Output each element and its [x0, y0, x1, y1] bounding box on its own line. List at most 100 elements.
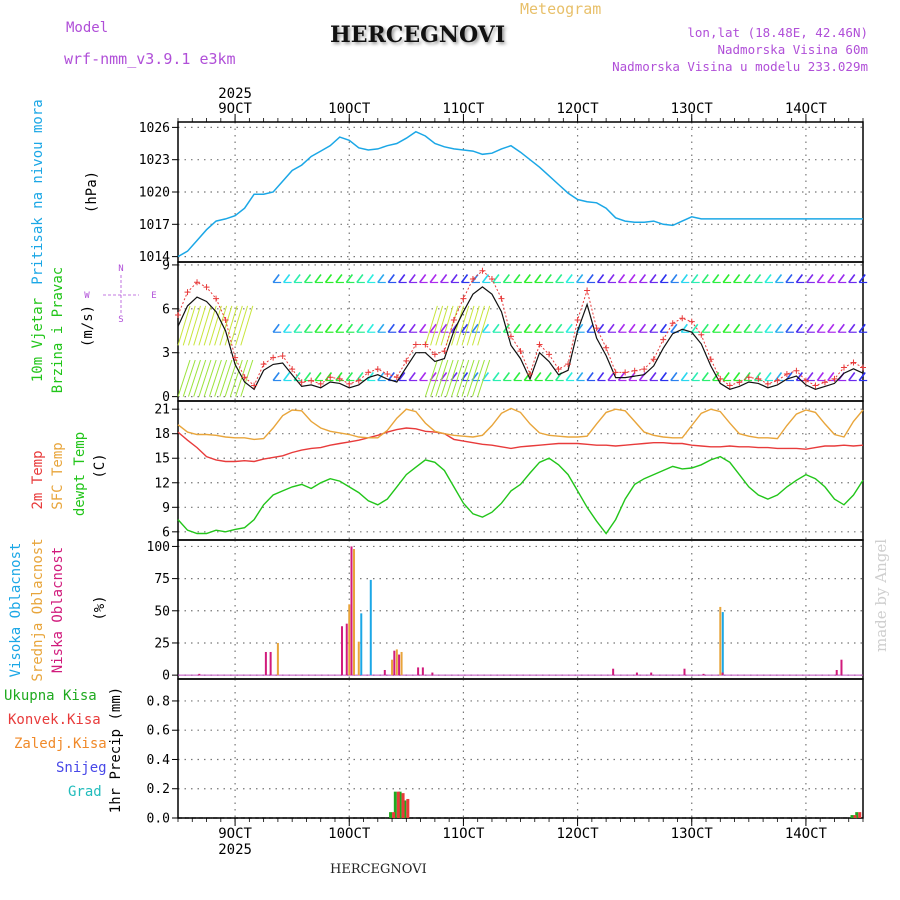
wind-gust-marker: [450, 316, 457, 323]
wind-gust-marker: [793, 367, 800, 374]
cloud-low-bar: [635, 672, 638, 676]
wind-barb-band-mid: [481, 323, 490, 333]
wind-barb-band-bottom: [408, 372, 416, 381]
wind-gust-marker: [175, 312, 181, 319]
cloud-low-bar: [264, 651, 267, 676]
panel-frame: [177, 678, 864, 819]
wind-gust-marker: [393, 374, 400, 381]
cloud-mid-bar: [353, 549, 356, 676]
x-tick-label-bottom: 10OCT: [328, 826, 371, 842]
wind-barb-band-bottom: [680, 372, 688, 381]
x-tick-label-bottom: 11OCT: [442, 826, 485, 842]
y-tick-label: 21: [154, 403, 170, 418]
wind-hatch: [477, 305, 491, 346]
y-tick-label: 6: [162, 525, 170, 540]
wind-barb-band-mid: [314, 323, 322, 333]
wind-barb-band-bottom: [617, 372, 626, 381]
wind-gust-marker: [527, 371, 534, 378]
wind-barb-band-top: [743, 274, 751, 283]
wind-barb-band-mid: [638, 323, 647, 333]
wind-barb-band-mid: [743, 323, 751, 333]
wind-barb-band-bottom: [858, 372, 866, 381]
wind-unit: (m/s): [80, 305, 96, 347]
y-tick-label: 100: [147, 540, 170, 555]
wind-hatch: [435, 359, 449, 397]
wind-barb-band-bottom: [816, 372, 824, 381]
wind-hatch: [456, 359, 470, 397]
wind-hatch: [198, 305, 212, 346]
pressure-title: Pritisak na nivou mora: [30, 99, 46, 284]
wind-gust-marker: [498, 295, 505, 302]
footer-title: HERCEGNOVI: [330, 862, 427, 877]
wind-gust-marker: [479, 267, 486, 274]
precip-conv-bar: [401, 793, 405, 818]
wind-barb-band-top: [398, 274, 406, 283]
wind-gust-marker: [298, 379, 305, 386]
wind-hatch: [224, 359, 238, 397]
y-tick-label: 0: [162, 390, 170, 405]
wind-barb-band-mid: [471, 323, 479, 333]
wind-barb-band-bottom: [282, 372, 291, 381]
cloud-low-bar: [421, 667, 424, 676]
wind-barb-band-bottom: [544, 372, 552, 381]
wind-hatch: [235, 305, 249, 346]
wind-barb-band-mid: [837, 323, 845, 333]
y-tick-label: 25: [154, 636, 170, 651]
dewpt-line: [177, 455, 864, 535]
wind-gust-marker: [384, 371, 391, 378]
cloud-low-bar: [612, 668, 615, 676]
wind-barb-band-top: [649, 274, 657, 283]
wind-gust-marker: [213, 295, 220, 302]
wind-barb-band-mid: [764, 323, 772, 333]
wind-speed-line: [177, 286, 864, 391]
precip-total-bar: [398, 791, 402, 818]
wind-hatch: [224, 305, 238, 346]
wind-gust-marker: [707, 356, 714, 363]
wind-gust-line: [177, 270, 864, 387]
panel-2: 6 9 12 15 18 21: [154, 400, 864, 541]
wind-barb-band-top: [638, 274, 647, 283]
wind-gust-marker: [536, 341, 543, 348]
wind-barb-band-bottom: [827, 372, 835, 381]
wind-barb-band-top: [282, 274, 291, 283]
temp-unit: (C): [92, 453, 108, 478]
y-tick-label: 50: [154, 604, 170, 619]
y-tick-label: 0.6: [147, 724, 170, 739]
y-tick-label: 12: [154, 476, 170, 491]
x-tick-label-top: 9OCT: [218, 101, 252, 117]
wind-barb-band-bottom: [659, 372, 667, 381]
wind-hatch: [424, 359, 438, 397]
wind-hatch: [451, 359, 464, 397]
wind-barb-band-mid: [659, 323, 667, 333]
compass-north: N: [118, 264, 123, 274]
cloud-high-bar: [721, 612, 724, 676]
wind-gust-marker: [184, 289, 191, 296]
cloud-mid-bar: [400, 651, 403, 676]
cloud-low-bar: [198, 673, 201, 676]
wind-gust-marker: [327, 374, 334, 381]
wind-hatch: [235, 359, 249, 397]
wind-barb-band-mid: [848, 323, 856, 333]
wind-hatch: [182, 305, 196, 346]
cloud-low-bar: [269, 651, 272, 676]
wind-barb-band-top: [691, 274, 699, 283]
wind-gust-marker: [736, 379, 743, 386]
cloud-title-high: Visoka Oblacnost: [8, 543, 24, 678]
wind-barb-band-mid: [722, 323, 730, 333]
wind-barb-band-mid: [366, 323, 374, 333]
cloud-low-bar: [393, 650, 396, 676]
wind-gust-marker: [802, 377, 809, 384]
wind-barb-band-bottom: [607, 372, 615, 381]
temp-title-dewpt: dewpt Temp: [72, 432, 88, 516]
precip-total-bar: [850, 815, 854, 818]
wind-hatch: [435, 305, 449, 346]
wind-gust-marker: [698, 331, 705, 338]
wind-barb-band-mid: [303, 323, 312, 333]
precip-legend-item: Snijeg: [56, 760, 107, 776]
precip-conv-bar: [853, 815, 857, 818]
wind-gust-marker: [251, 382, 258, 389]
model-altitude-label: Nadmorska Visina u modelu 233.029m: [612, 59, 868, 74]
wind-hatch: [445, 359, 459, 397]
y-tick-label: 1014: [139, 250, 170, 265]
y-tick-label: 9: [162, 501, 170, 516]
